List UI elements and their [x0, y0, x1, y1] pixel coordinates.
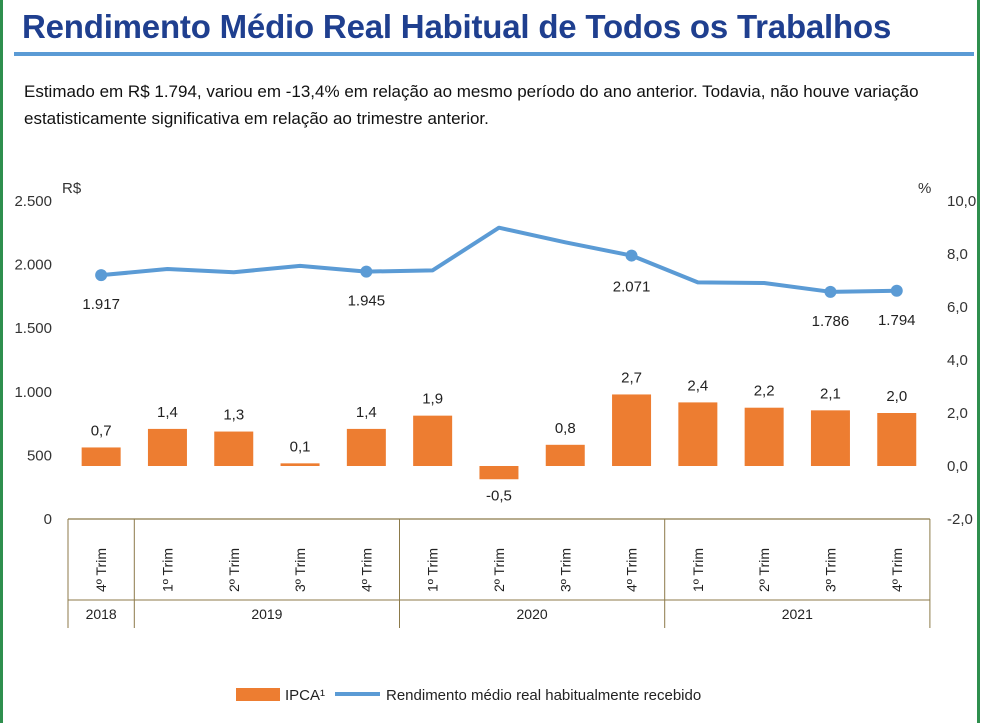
bar-ipca	[214, 431, 254, 466]
line-data-label: 1.945	[348, 293, 386, 310]
legend: IPCA¹ Rendimento médio real habitualment…	[236, 687, 701, 704]
right-axis-tick: -2,0	[947, 511, 973, 528]
left-axis-tick: 0	[44, 511, 52, 528]
bar-ipca	[81, 447, 121, 466]
right-axis-tick: 0,0	[947, 458, 968, 475]
bar-ipca	[678, 402, 718, 466]
x-axis-category-label: 3º Trim	[822, 548, 838, 592]
left-axis-tick: 2.000	[14, 257, 52, 274]
bar-data-label: 2,7	[621, 369, 642, 386]
left-axis-tick: 1.500	[14, 320, 52, 337]
x-axis-category-label: 1º Trim	[690, 548, 706, 592]
line-rendimento	[100, 225, 897, 294]
bar-ipca	[147, 428, 187, 466]
bar-data-label: 0,7	[91, 422, 112, 439]
right-axis-tick: 4,0	[947, 352, 968, 369]
left-axis-tick: 2.500	[14, 193, 52, 210]
line-data-label: 1.794	[878, 312, 916, 329]
left-axis-unit: R$	[62, 180, 82, 197]
x-axis-category-label: 3º Trim	[292, 548, 308, 592]
line-marker	[824, 285, 837, 298]
bar-data-label: 1,3	[223, 407, 244, 424]
bar-ipca	[744, 407, 784, 466]
x-axis-category-label: 3º Trim	[557, 548, 573, 592]
right-axis-tick: 10,0	[947, 193, 976, 210]
bar-data-label: 1,4	[157, 404, 178, 421]
line-marker	[360, 265, 373, 278]
bar-ipca	[479, 466, 519, 480]
title-divider	[14, 52, 974, 56]
bar-ipca	[810, 410, 850, 466]
bar-data-label: 2,2	[754, 383, 775, 400]
left-axis-tick: 500	[27, 447, 52, 464]
line-data-label: 1.917	[82, 296, 120, 313]
x-axis-category-label: 4º Trim	[889, 548, 905, 592]
x-axis-category-label: 2º Trim	[756, 548, 772, 592]
x-axis-year-label: 2021	[782, 606, 813, 622]
x-axis-category-label: 2º Trim	[491, 548, 507, 592]
x-axis-year-label: 2020	[517, 606, 548, 622]
x-axis-category-label: 4º Trim	[93, 548, 109, 592]
right-axis-unit: %	[918, 180, 931, 197]
x-axis-category-label: 4º Trim	[358, 548, 374, 592]
line-marker	[890, 284, 903, 297]
bar-data-label: 1,4	[356, 404, 377, 421]
x-axis-year-label: 2018	[86, 606, 117, 622]
x-axis-category-label: 2º Trim	[226, 548, 242, 592]
bar-ipca	[545, 444, 585, 466]
line-marker	[625, 249, 638, 262]
right-axis-tick: 8,0	[947, 246, 968, 263]
bar-ipca	[346, 428, 386, 466]
bar-data-label: 2,4	[687, 377, 708, 394]
line-data-label: 1.786	[812, 313, 850, 330]
x-axis-year-label: 2019	[251, 606, 282, 622]
bar-ipca	[877, 413, 917, 466]
legend-label-rendimento: Rendimento médio real habitualmente rece…	[386, 687, 701, 704]
bar-ipca	[280, 463, 320, 466]
bar-ipca	[413, 415, 453, 466]
x-axis-category-label: 1º Trim	[425, 548, 441, 592]
bar-ipca	[612, 394, 652, 466]
legend-label-ipca: IPCA¹	[285, 687, 325, 704]
chart-description: Estimado em R$ 1.794, variou em -13,4% e…	[24, 82, 919, 128]
legend-swatch-ipca	[236, 688, 280, 701]
x-axis-category-label: 4º Trim	[624, 548, 640, 592]
bar-data-label: 0,1	[290, 438, 311, 455]
bar-data-label: 1,9	[422, 391, 443, 408]
x-axis-category-label: 1º Trim	[159, 548, 175, 592]
line-data-label: 2.071	[613, 279, 651, 296]
bar-data-label: 0,8	[555, 420, 576, 437]
page-title: Rendimento Médio Real Habitual de Todos …	[22, 8, 892, 45]
bar-data-label: -0,5	[486, 487, 512, 504]
right-axis-tick: 2,0	[947, 405, 968, 422]
line-marker	[95, 269, 108, 282]
left-axis-tick: 1.000	[14, 384, 52, 401]
right-axis-tick: 6,0	[947, 299, 968, 316]
bar-data-label: 2,1	[820, 385, 841, 402]
bar-data-label: 2,0	[886, 388, 907, 405]
